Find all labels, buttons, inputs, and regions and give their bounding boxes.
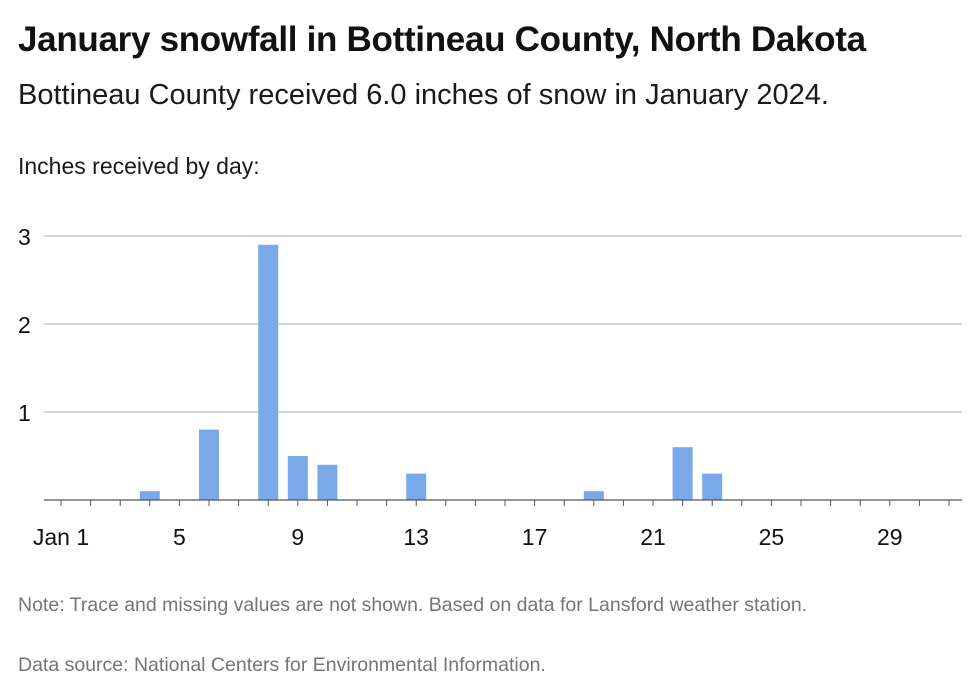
- x-tick-label: 5: [173, 524, 186, 550]
- x-tick-label: 9: [291, 524, 304, 550]
- x-tick-label: 29: [877, 524, 903, 550]
- y-tick-label: 1: [18, 400, 31, 426]
- bar: [702, 473, 723, 500]
- x-tick-label: Jan 1: [33, 524, 89, 550]
- bar: [672, 447, 693, 500]
- bar: [406, 473, 427, 500]
- y-tick-label: 3: [18, 224, 31, 250]
- y-tick-label: 2: [18, 312, 31, 338]
- bar: [583, 491, 604, 500]
- chart-note: Note: Trace and missing values are not s…: [18, 594, 808, 616]
- bar: [317, 464, 338, 500]
- bar: [199, 429, 219, 500]
- x-tick-label: 21: [640, 524, 666, 550]
- bar: [287, 456, 308, 500]
- bar: [139, 491, 160, 500]
- x-tick-label: 25: [759, 524, 785, 550]
- bar: [258, 244, 279, 500]
- data-source: Data source: National Centers for Enviro…: [18, 654, 546, 676]
- bar-chart: 1 2 3 Jan 1 5 9 13 17 21 25 29: [18, 224, 962, 550]
- chart-title: January snowfall in Bottineau County, No…: [18, 20, 866, 59]
- y-axis-caption: Inches received by day:: [18, 153, 260, 179]
- chart-subtitle: Bottineau County received 6.0 inches of …: [18, 79, 829, 111]
- x-tick-label: 13: [403, 524, 429, 550]
- x-tick-label: 17: [522, 524, 548, 550]
